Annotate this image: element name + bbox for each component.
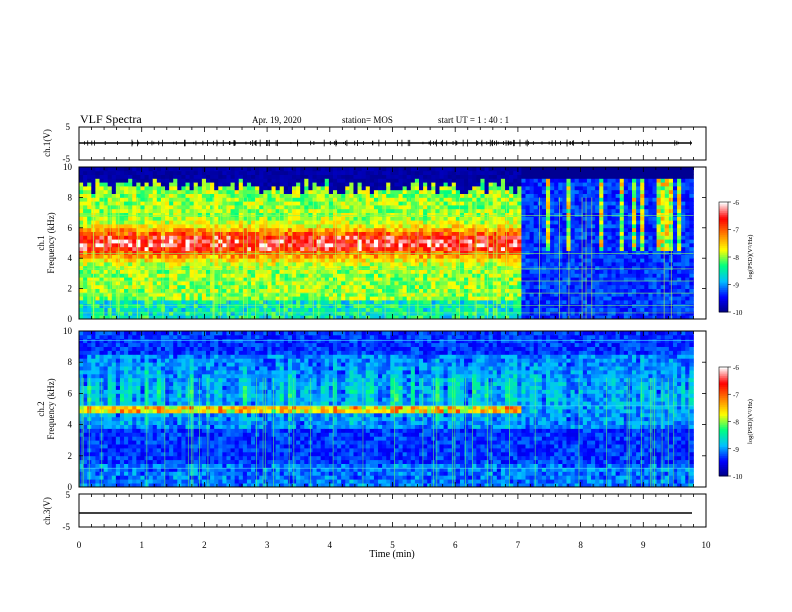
time-tick-label: 2 xyxy=(202,540,207,550)
start-ut-label: start UT = 1 : 40 : 1 xyxy=(438,115,509,125)
ch1-spectrogram-xticks xyxy=(78,167,707,319)
time-tick-label: 5 xyxy=(390,540,395,550)
colorbar-label: log(PSD)(V²/Hz) xyxy=(747,235,754,280)
ch1-spectrogram-ylabel-frequency: Frequency (kHz) xyxy=(46,212,56,273)
ch3-waveform-panel: 5 -5 ch.3(V) xyxy=(42,490,707,532)
colorbar-tick-label: -10 xyxy=(733,309,743,317)
ch1-ytick-bottom: -5 xyxy=(63,154,71,164)
ch2-colorbar: -6 -7 -8 -9 -10 log(PSD)(V²/Hz) xyxy=(718,364,754,481)
frequency-tick-label: 2 xyxy=(68,284,73,294)
ch2-spectrogram-ylabel-channel: ch.2 xyxy=(36,401,46,416)
time-tick-label: 10 xyxy=(702,540,712,550)
figure-title: VLF Spectra xyxy=(80,112,142,126)
ch1-spectrogram-panel: 0 2 4 6 8 10 ch.1 Frequency (kHz) -6 -7 -8 -9 -10… xyxy=(36,162,754,324)
ch1-spectrogram-yticks: 0 2 4 6 8 10 xyxy=(63,162,706,324)
time-tick-label: 3 xyxy=(265,540,270,550)
time-tick-label: 4 xyxy=(328,540,333,550)
colorbar-tick-label: -8 xyxy=(733,254,739,262)
ch2-spectrogram-panel: 0 2 4 6 8 10 ch.2 Frequency (kHz) -6 -7 -8 -9 -10… xyxy=(36,326,754,492)
time-axis: 0 1 2 3 4 5 6 7 8 9 10 xyxy=(77,540,711,550)
ch1-spectrogram-image xyxy=(79,167,694,320)
frequency-tick-label: 6 xyxy=(68,388,73,398)
ch3-ytick-top: 5 xyxy=(66,490,71,500)
station-label: station= MOS xyxy=(342,115,393,125)
colorbar-tick-label: -10 xyxy=(733,473,743,481)
ch1-waveform-ylabel: ch.1(V) xyxy=(42,129,52,157)
time-axis-label: Time (min) xyxy=(369,549,414,560)
frequency-tick-label: 4 xyxy=(68,420,73,430)
date-label: Apr. 19, 2020 xyxy=(252,115,302,125)
time-tick-label: 6 xyxy=(453,540,458,550)
frequency-tick-label: 4 xyxy=(68,253,73,263)
time-tick-label: 0 xyxy=(77,540,82,550)
colorbar-tick-label: -9 xyxy=(733,282,739,290)
ch1-spectrogram-ylabel-channel: ch.1 xyxy=(36,235,46,250)
frequency-tick-label: 6 xyxy=(68,223,73,233)
frequency-tick-label: 8 xyxy=(68,192,73,202)
ch1-waveform-panel: 5 -5 ch.1(V) xyxy=(42,122,707,164)
time-tick-label: 1 xyxy=(139,540,144,550)
frequency-tick-label: 10 xyxy=(63,326,73,336)
ch3-ytick-bottom: -5 xyxy=(63,522,71,532)
ch1-colorbar: -6 -7 -8 -9 -10 log(PSD)(V²/Hz) xyxy=(718,199,754,317)
colorbar-tick-label: -6 xyxy=(733,199,739,207)
ch1-waveform-ticks xyxy=(78,127,707,160)
frequency-tick-label: 0 xyxy=(68,314,73,324)
colorbar-tick-label: -7 xyxy=(733,227,739,235)
colorbar-label: log(PSD)(V²/Hz) xyxy=(747,399,754,444)
time-tick-label: 8 xyxy=(578,540,583,550)
ch3-waveform-ticks xyxy=(78,494,707,527)
ch1-ytick-top: 5 xyxy=(66,122,71,132)
ch3-waveform-ylabel: ch.3(V) xyxy=(42,497,52,525)
colorbar-tick-label: -7 xyxy=(733,391,739,399)
colorbar-tick-label: -9 xyxy=(733,446,739,454)
time-tick-label: 7 xyxy=(516,540,521,550)
frequency-tick-label: 0 xyxy=(68,482,73,492)
frequency-tick-label: 10 xyxy=(63,162,73,172)
ch2-spectrogram-image xyxy=(79,331,694,488)
colorbar-tick-label: -8 xyxy=(733,419,739,427)
frequency-tick-label: 2 xyxy=(68,451,73,461)
ch1-waveform-spikes xyxy=(84,139,692,147)
ch2-spectrogram-xticks xyxy=(78,331,707,487)
time-tick-label: 9 xyxy=(641,540,646,550)
ch2-spectrogram-yticks: 0 2 4 6 8 10 xyxy=(63,326,706,492)
colorbar-tick-label: -6 xyxy=(733,364,739,372)
ch2-spectrogram-ylabel-frequency: Frequency (kHz) xyxy=(46,378,56,439)
frequency-tick-label: 8 xyxy=(68,357,73,367)
